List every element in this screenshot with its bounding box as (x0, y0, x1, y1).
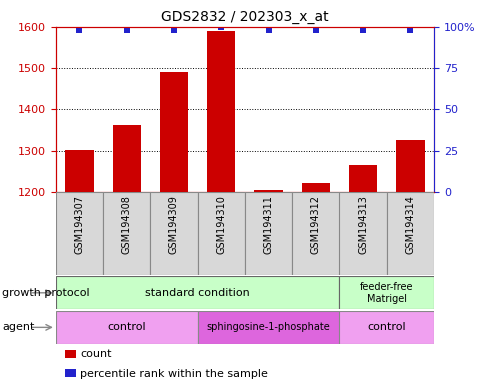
Text: sphingosine-1-phosphate: sphingosine-1-phosphate (206, 322, 330, 333)
Bar (301, 183, 329, 192)
Text: GSM194310: GSM194310 (216, 195, 226, 254)
Point (359, 27, 366, 33)
Point (264, 27, 272, 33)
Bar (65, 150, 93, 192)
Bar (103, 192, 150, 275)
Bar (56, 192, 103, 275)
Bar (386, 192, 433, 275)
Bar (339, 192, 386, 275)
Bar (150, 192, 197, 275)
Title: GDS2832 / 202303_x_at: GDS2832 / 202303_x_at (161, 10, 328, 25)
Text: count: count (80, 349, 111, 359)
Bar (197, 192, 244, 275)
Point (406, 27, 413, 33)
Text: agent: agent (2, 322, 35, 333)
Bar (197, 311, 339, 344)
Bar (56, 311, 197, 344)
Text: GSM194309: GSM194309 (168, 195, 179, 254)
Text: feeder-free
Matrigel: feeder-free Matrigel (359, 282, 413, 304)
Point (311, 27, 319, 33)
Bar (254, 190, 282, 192)
Text: GSM194311: GSM194311 (263, 195, 273, 254)
Bar (291, 192, 339, 275)
Bar (339, 276, 433, 309)
Text: percentile rank within the sample: percentile rank within the sample (80, 369, 267, 379)
Bar (112, 125, 140, 192)
Text: growth protocol: growth protocol (2, 288, 90, 298)
Bar (244, 192, 291, 275)
Bar (395, 141, 424, 192)
Text: standard condition: standard condition (145, 288, 249, 298)
Point (76, 27, 83, 33)
Text: control: control (367, 322, 405, 333)
Bar (207, 31, 235, 192)
Text: GSM194307: GSM194307 (74, 195, 84, 254)
Bar (56, 276, 339, 309)
Text: GSM194314: GSM194314 (405, 195, 415, 254)
Point (122, 27, 130, 33)
Text: control: control (107, 322, 146, 333)
Text: GSM194313: GSM194313 (357, 195, 367, 254)
Bar (159, 72, 188, 192)
Bar (339, 311, 433, 344)
Point (217, 24, 225, 30)
Bar (348, 165, 377, 192)
Point (170, 27, 178, 33)
Text: GSM194308: GSM194308 (121, 195, 132, 254)
Text: GSM194312: GSM194312 (310, 195, 320, 254)
